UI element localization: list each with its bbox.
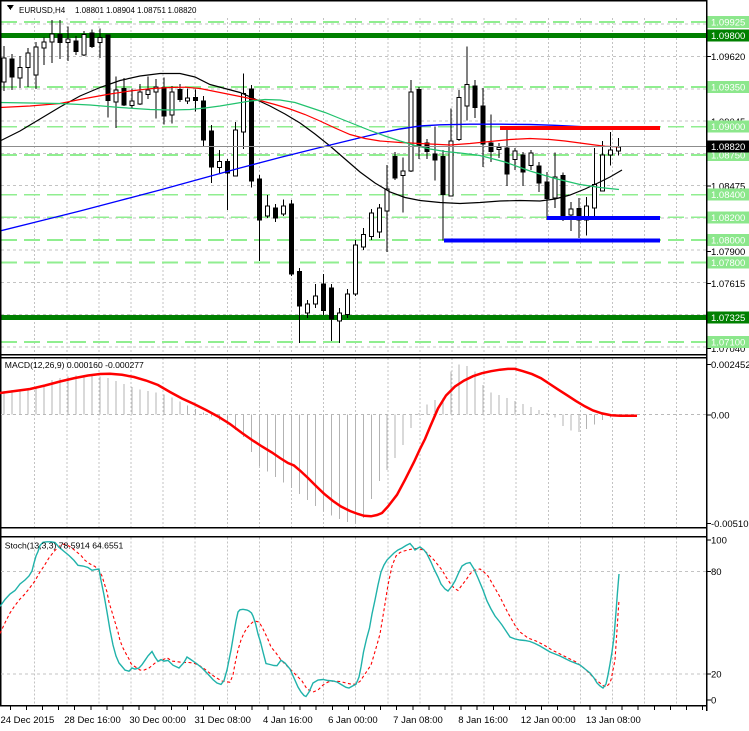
svg-text:1.08200: 1.08200 [711,213,745,224]
svg-text:1.09350: 1.09350 [711,83,745,94]
svg-text:1.08475: 1.08475 [711,182,745,193]
svg-text:24 Dec 2015: 24 Dec 2015 [0,715,54,726]
svg-text:EURUSD,H4: EURUSD,H4 [19,6,66,15]
svg-text:MACD(12,26,9) 0.000160 -0.0002: MACD(12,26,9) 0.000160 -0.000277 [5,360,144,370]
svg-text:1.08750: 1.08750 [711,151,745,162]
svg-text:1.07100: 1.07100 [711,337,745,348]
svg-text:1.08820: 1.08820 [168,6,197,15]
svg-text:-0.005105: -0.005105 [711,519,749,530]
svg-text:0: 0 [711,696,716,707]
svg-text:1.08000: 1.08000 [711,236,745,247]
svg-text:1.07800: 1.07800 [711,258,745,269]
svg-text:1.08751: 1.08751 [137,6,166,15]
svg-text:4 Jan 16:00: 4 Jan 16:00 [263,715,313,726]
svg-text:100: 100 [711,536,727,547]
svg-text:7 Jan 08:00: 7 Jan 08:00 [393,715,443,726]
svg-text:1.09800: 1.09800 [711,31,745,42]
svg-text:1.08904: 1.08904 [106,6,135,15]
svg-text:Stoch(13,3,3) 78.5914 64.6551: Stoch(13,3,3) 78.5914 64.6551 [5,541,124,551]
svg-text:8 Jan 16:00: 8 Jan 16:00 [458,715,508,726]
svg-text:1.07900: 1.07900 [711,247,745,258]
svg-text:0.002452: 0.002452 [711,360,749,371]
svg-text:12 Jan 00:00: 12 Jan 00:00 [521,715,576,726]
svg-text:80: 80 [711,567,722,578]
svg-text:13 Jan 08:00: 13 Jan 08:00 [586,715,641,726]
svg-text:1.07325: 1.07325 [711,313,745,324]
svg-text:1.09620: 1.09620 [711,52,745,63]
svg-text:1.08400: 1.08400 [711,190,745,201]
svg-text:1.08820: 1.08820 [711,142,745,153]
svg-text:1.07040: 1.07040 [711,344,745,355]
svg-text:1.09000: 1.09000 [711,122,745,133]
svg-text:20: 20 [711,670,722,681]
svg-text:6 Jan 00:00: 6 Jan 00:00 [328,715,378,726]
svg-text:1.08801: 1.08801 [75,6,104,15]
svg-text:30 Dec 00:00: 30 Dec 00:00 [129,715,186,726]
svg-text:1.07615: 1.07615 [711,279,745,290]
svg-text:28 Dec 16:00: 28 Dec 16:00 [64,715,121,726]
svg-text:0.00: 0.00 [711,411,730,422]
svg-text:31 Dec 08:00: 31 Dec 08:00 [194,715,251,726]
svg-text:1.09925: 1.09925 [711,18,745,29]
